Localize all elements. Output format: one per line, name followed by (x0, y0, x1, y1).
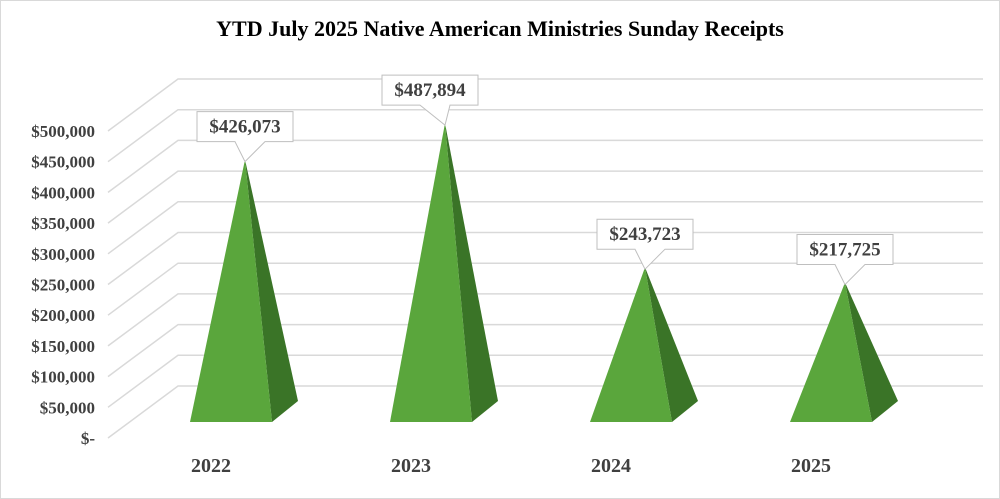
gridline (107, 170, 983, 224)
gridline (107, 354, 983, 408)
pyramid-side-face (845, 282, 898, 422)
gridline (107, 201, 983, 255)
data-label-callout (381, 74, 479, 127)
pyramid-front-face (390, 123, 472, 422)
y-tick-label: $200,000 (31, 306, 95, 325)
gridline (107, 231, 983, 286)
data-label-callout (196, 111, 294, 163)
data-label-callout (596, 218, 694, 271)
y-tick-label: $400,000 (31, 183, 95, 202)
x-tick-label: 2024 (591, 455, 631, 477)
y-tick-label: $450,000 (31, 153, 95, 172)
pyramid-side-face (245, 159, 298, 422)
y-tick-label: $350,000 (31, 214, 95, 233)
data-label-callout (796, 234, 894, 286)
data-label: $217,725 (809, 240, 880, 261)
data-label: $426,073 (209, 117, 280, 138)
gridline (107, 139, 983, 194)
pyramid-front-face (790, 282, 872, 422)
chart-title: YTD July 2025 Native American Ministries… (216, 16, 784, 41)
x-tick-label: 2025 (791, 455, 831, 477)
pyramid-side-face (445, 123, 498, 422)
y-tick-label: $50,000 (40, 398, 95, 417)
data-label: $487,894 (394, 80, 466, 101)
y-tick-label: $150,000 (31, 337, 95, 356)
x-tick-label: 2022 (191, 455, 231, 477)
pyramid-front-face (590, 267, 672, 422)
pyramid-side-face (645, 267, 698, 422)
pyramid-front-face (190, 159, 272, 422)
y-tick-label: $250,000 (31, 276, 95, 295)
data-label: $243,723 (609, 224, 680, 245)
gridline (107, 262, 983, 316)
gridline (107, 78, 983, 132)
y-tick-label: $300,000 (31, 245, 95, 264)
gridline (107, 108, 983, 163)
gridline (107, 385, 983, 439)
y-tick-label: $- (81, 429, 96, 448)
y-tick-label: $500,000 (31, 122, 95, 141)
gridline (107, 323, 983, 378)
x-tick-label: 2023 (391, 455, 431, 477)
gridline (107, 293, 983, 347)
y-tick-label: $100,000 (31, 368, 95, 387)
